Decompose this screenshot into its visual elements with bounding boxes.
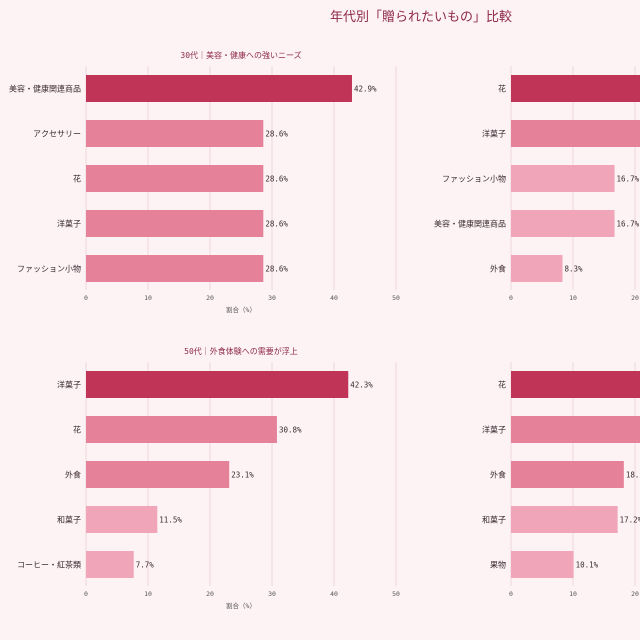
panel-2-bar-4 bbox=[511, 255, 563, 282]
panel-2-bar-1 bbox=[511, 120, 640, 147]
panel-3-value-label-2: 23.1% bbox=[231, 471, 254, 480]
panel-2-tick-label-2: 20 bbox=[631, 294, 639, 302]
panel-4-category-label-2: 外食 bbox=[490, 470, 506, 480]
panel-4-value-label-3: 17.2% bbox=[620, 516, 640, 525]
panel-3-bar-1 bbox=[86, 416, 277, 443]
panel-1-category-label-0: 美容・健康関連商品 bbox=[9, 84, 81, 94]
panel-2-bar-3 bbox=[511, 210, 615, 237]
panel-2-value-label-4: 8.3% bbox=[564, 265, 583, 274]
panel-1-value-label-4: 28.6% bbox=[265, 265, 288, 274]
panel-2-value-label-2: 16.7% bbox=[617, 175, 640, 184]
panel-1-category-label-4: ファッション小物 bbox=[17, 264, 81, 274]
panel-3-category-label-1: 花 bbox=[73, 425, 81, 435]
panel-3-tick-label-4: 40 bbox=[330, 590, 338, 598]
panel-1-category-label-1: アクセサリー bbox=[33, 130, 81, 139]
panel-3-bar-4 bbox=[86, 551, 134, 578]
panel-1-value-label-2: 28.6% bbox=[265, 175, 288, 184]
panel-2-category-label-0: 花 bbox=[498, 84, 506, 94]
panel-4-bar-0 bbox=[511, 371, 640, 398]
panel-4-value-label-2: 18.2% bbox=[626, 471, 640, 480]
panel-3-tick-label-1: 10 bbox=[144, 590, 152, 598]
panel-1-value-label-0: 42.9% bbox=[354, 85, 377, 94]
panel-3-bar-0 bbox=[86, 371, 349, 398]
panel-2-tick-label-0: 0 bbox=[509, 294, 513, 302]
panel-4-category-label-0: 花 bbox=[498, 380, 506, 390]
panel-1-category-label-3: 洋菓子 bbox=[57, 219, 81, 229]
panel-3-tick-label-0: 0 bbox=[84, 590, 88, 598]
panel-1-x-axis-label: 割合（%） bbox=[226, 305, 256, 314]
panel-4-bar-1 bbox=[511, 416, 640, 443]
panel-3-tick-label-3: 30 bbox=[268, 590, 276, 598]
panel-3-x-axis-label: 割合（%） bbox=[226, 601, 256, 610]
panel-4-value-label-4: 10.1% bbox=[576, 561, 599, 570]
panel-2-bar-0 bbox=[511, 75, 640, 102]
panel-4-category-label-4: 果物 bbox=[490, 560, 506, 570]
panel-1-bar-0 bbox=[86, 75, 352, 102]
panel-4-bar-3 bbox=[511, 506, 618, 533]
panel-2-tick-label-1: 10 bbox=[569, 294, 577, 302]
panel-1-bar-3 bbox=[86, 210, 264, 237]
panel-3-value-label-4: 7.7% bbox=[136, 561, 155, 570]
panel-1-tick-label-4: 40 bbox=[330, 294, 338, 302]
panel-4-bar-2 bbox=[511, 461, 624, 488]
panel-3-bar-3 bbox=[86, 506, 158, 533]
chart-main-title: 年代別「贈られたいもの」比較 bbox=[330, 10, 513, 25]
panel-3-value-label-3: 11.5% bbox=[159, 516, 182, 525]
panel-1-category-label-2: 花 bbox=[73, 174, 81, 184]
panel-2-category-label-1: 洋菓子 bbox=[482, 129, 506, 139]
panel-3-bar-2 bbox=[86, 461, 230, 488]
panel-1-tick-label-1: 10 bbox=[144, 294, 152, 302]
panel-1-bar-2 bbox=[86, 165, 264, 192]
panel-4-category-label-3: 和菓子 bbox=[482, 515, 506, 525]
panel-4-tick-label-2: 20 bbox=[631, 590, 639, 598]
panel-4-tick-label-0: 0 bbox=[509, 590, 513, 598]
panel-1-bar-4 bbox=[86, 255, 264, 282]
panel-3-title: 50代｜外食体験への需要が浮上 bbox=[184, 346, 298, 356]
panel-3-category-label-0: 洋菓子 bbox=[57, 380, 81, 390]
panel-4-bar-4 bbox=[511, 551, 574, 578]
panel-1-tick-label-5: 50 bbox=[392, 294, 400, 302]
panel-3-category-label-2: 外食 bbox=[65, 470, 81, 480]
panel-3-value-label-0: 42.3% bbox=[350, 381, 373, 390]
panel-1-value-label-3: 28.6% bbox=[265, 220, 288, 229]
panel-3-tick-label-2: 20 bbox=[206, 590, 214, 598]
panel-1-title: 30代｜美容・健康への強いニーズ bbox=[180, 50, 301, 60]
panel-1-tick-label-3: 30 bbox=[268, 294, 276, 302]
panel-3-category-label-4: コーヒー・紅茶類 bbox=[17, 560, 81, 570]
panel-3-category-label-3: 和菓子 bbox=[57, 515, 81, 525]
panel-2-category-label-3: 美容・健康関連商品 bbox=[434, 219, 506, 229]
panel-2-value-label-3: 16.7% bbox=[617, 220, 640, 229]
panel-2-bar-2 bbox=[511, 165, 615, 192]
panel-3-tick-label-5: 50 bbox=[392, 590, 400, 598]
panel-1-tick-label-0: 0 bbox=[84, 294, 88, 302]
panel-3-value-label-1: 30.8% bbox=[279, 426, 302, 435]
panel-2-category-label-4: 外食 bbox=[490, 264, 506, 274]
panel-4-category-label-1: 洋菓子 bbox=[482, 425, 506, 435]
panel-1-bar-1 bbox=[86, 120, 264, 147]
panel-4-tick-label-1: 10 bbox=[569, 590, 577, 598]
panel-2-category-label-2: ファッション小物 bbox=[442, 174, 506, 184]
panel-1-value-label-1: 28.6% bbox=[265, 130, 288, 139]
panel-1-tick-label-2: 20 bbox=[206, 294, 214, 302]
